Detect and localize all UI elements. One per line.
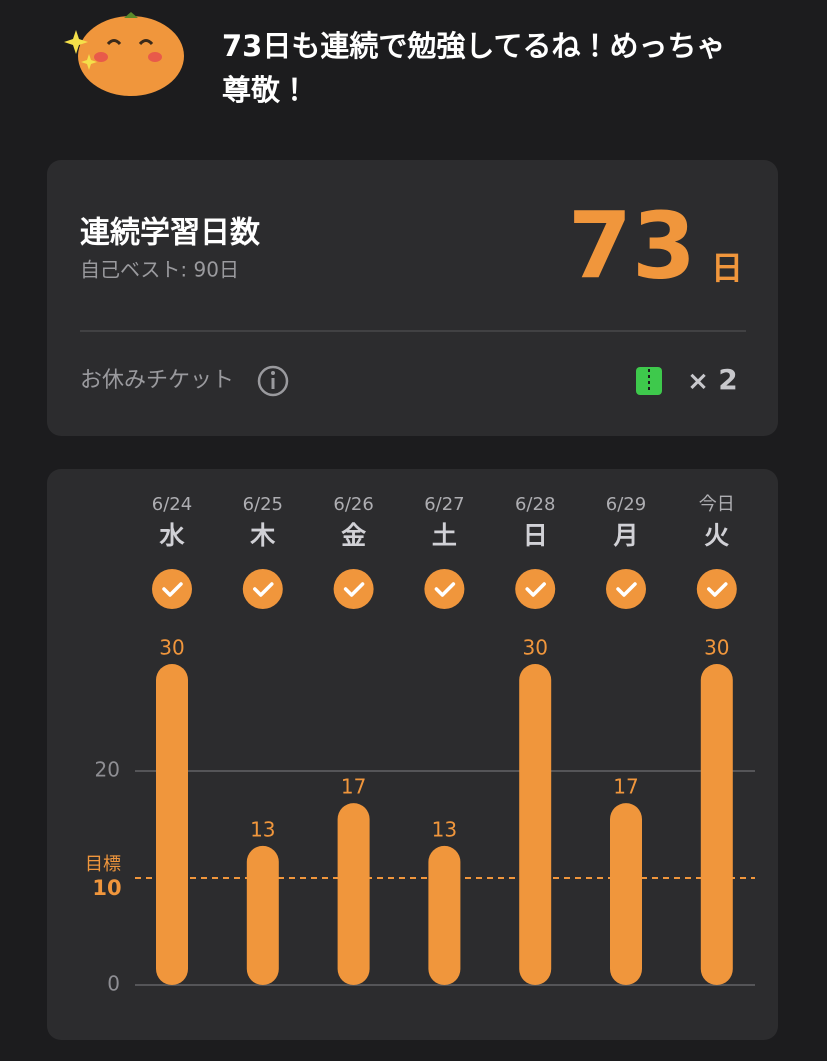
check-mark bbox=[343, 582, 365, 597]
value-label: 13 bbox=[432, 817, 457, 841]
check-icon bbox=[515, 569, 556, 609]
bar bbox=[156, 664, 188, 985]
date-label: 6/26 bbox=[333, 494, 373, 515]
value-label: 30 bbox=[522, 636, 547, 660]
date-label: 6/25 bbox=[243, 494, 283, 515]
ticket-label: お休みチケット bbox=[80, 368, 234, 393]
y-tick-label: 0 bbox=[107, 972, 120, 996]
check-icon bbox=[606, 569, 646, 609]
streak-count: 73 bbox=[568, 192, 696, 299]
ticket-multiplier: × bbox=[687, 367, 709, 397]
check-mark bbox=[707, 582, 728, 597]
date-label: 6/28 bbox=[515, 494, 555, 515]
weekday-label: 金 bbox=[341, 521, 366, 550]
message: 73日も連続で勉強してるね！めっちゃ尊敬！ bbox=[222, 29, 726, 107]
weekday-label: 木 bbox=[249, 521, 275, 550]
mascot-cheek bbox=[148, 52, 162, 62]
check-icon bbox=[424, 569, 465, 609]
check-icon bbox=[696, 569, 737, 609]
streak-card bbox=[47, 160, 778, 436]
date-label: 6/29 bbox=[606, 494, 646, 515]
bar bbox=[246, 845, 279, 985]
mascot bbox=[78, 16, 184, 96]
bar bbox=[519, 664, 552, 985]
check-mark bbox=[253, 582, 274, 597]
bar bbox=[337, 803, 370, 985]
weekday-label: 土 bbox=[432, 521, 457, 550]
streak-unit: 日 bbox=[711, 249, 743, 287]
sparkle bbox=[64, 30, 97, 70]
bar bbox=[428, 845, 461, 985]
streak-title: 連続学習日数 bbox=[80, 216, 260, 251]
value-label: 13 bbox=[250, 817, 275, 841]
value-label: 17 bbox=[341, 775, 366, 799]
mascot-cheek bbox=[94, 52, 108, 62]
chart-card bbox=[47, 469, 778, 1040]
check-mark bbox=[525, 582, 546, 597]
date-label: 6/24 bbox=[152, 494, 192, 515]
goal-label: 目標 bbox=[85, 854, 121, 875]
weekday-label: 月 bbox=[612, 521, 638, 550]
weekday-label: 火 bbox=[704, 521, 729, 550]
value-label: 17 bbox=[613, 775, 638, 799]
check-mark bbox=[616, 582, 637, 597]
info-icon-dot bbox=[271, 371, 275, 375]
info-icon[interactable] bbox=[257, 365, 289, 397]
mascot-leaf bbox=[124, 12, 138, 18]
y-tick-label: 20 bbox=[95, 758, 120, 782]
ticket-count: 2 bbox=[718, 363, 737, 396]
check-icon bbox=[152, 569, 192, 609]
bar bbox=[700, 664, 733, 985]
goal-value: 10 bbox=[92, 876, 121, 900]
best-record: 自己ベスト: 90日 bbox=[80, 258, 239, 282]
check-icon bbox=[333, 569, 374, 609]
check-mark bbox=[434, 582, 456, 597]
mascot-eyes bbox=[106, 39, 154, 46]
check-mark bbox=[162, 582, 183, 597]
weekday-label: 水 bbox=[158, 521, 185, 550]
date-label: 今日 bbox=[699, 494, 735, 515]
value-label: 30 bbox=[159, 636, 184, 660]
bar bbox=[610, 803, 642, 985]
date-label: 6/27 bbox=[424, 494, 464, 515]
value-label: 30 bbox=[704, 636, 729, 660]
check-icon bbox=[242, 569, 283, 609]
weekday-label: 日 bbox=[523, 521, 548, 550]
